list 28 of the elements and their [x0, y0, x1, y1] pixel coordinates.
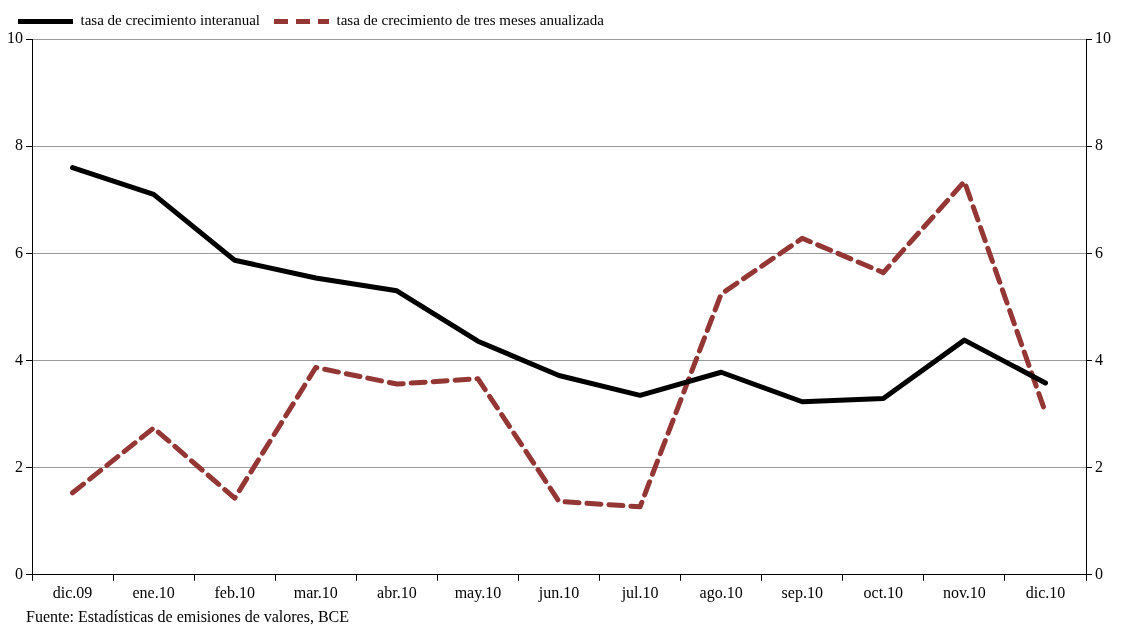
y2-tick-label: 6 [1095, 243, 1103, 261]
y2-tick-label: 0 [1095, 565, 1103, 582]
y-tick-label: 10 [7, 29, 23, 47]
x-tick-label: jul.10 [620, 583, 659, 602]
x-tick-label: may.10 [454, 583, 502, 602]
x-tick-label: ene.10 [132, 583, 175, 601]
x-tick-label: oct.10 [863, 583, 904, 601]
x-tick-label: feb.10 [214, 583, 255, 601]
legend-label: tasa de crecimiento de tres meses anualizada [336, 12, 605, 29]
y2-tick-label: 10 [1095, 29, 1111, 47]
x-tick-label: dic.10 [1025, 583, 1066, 601]
x-tick-label: sep.10 [781, 583, 823, 602]
y2-tick-label: 4 [1095, 350, 1103, 368]
y-tick-label: 8 [15, 136, 23, 154]
y-tick-label: 6 [15, 243, 23, 261]
x-tick-label: ago.10 [699, 583, 743, 602]
y2-tick-label: 8 [1095, 136, 1103, 154]
source-note: Fuente: Estadísticas de emisiones de valores, BCE [26, 608, 350, 626]
y-tick-label: 0 [15, 565, 23, 582]
x-tick-label: dic.09 [52, 583, 93, 601]
x-tick-label: abr.10 [377, 583, 417, 601]
y-tick-label: 4 [15, 350, 23, 368]
legend-label: tasa de crecimiento interanual [80, 12, 260, 29]
x-tick-label: mar.10 [293, 583, 338, 601]
x-tick-label: jun.10 [537, 583, 580, 602]
x-tick-label: nov.10 [942, 583, 986, 601]
y2-tick-label: 2 [1095, 457, 1103, 475]
y-tick-label: 2 [15, 457, 23, 475]
